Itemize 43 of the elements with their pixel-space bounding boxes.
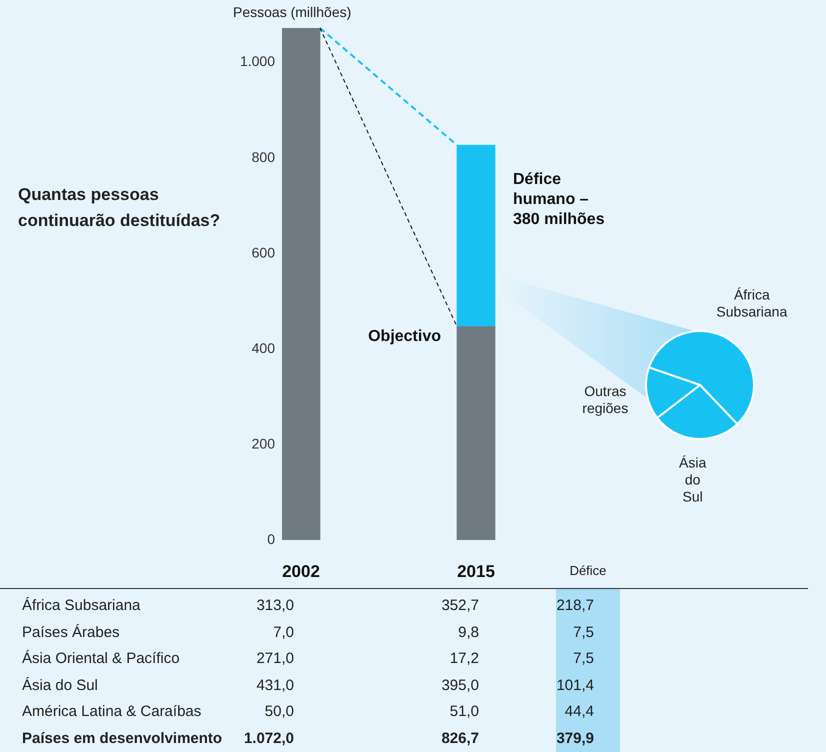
- category-label: Países em desenvolvimento: [22, 728, 222, 748]
- category-label: Países Árabes: [22, 622, 120, 642]
- data-label: 826,7: [441, 728, 479, 748]
- bar: [456, 326, 496, 540]
- data-label: 44,4: [564, 702, 594, 722]
- slice-label: Ásia do Sul: [678, 454, 706, 505]
- data-label: 395,0: [441, 676, 479, 696]
- y-tick-label: 0: [267, 530, 276, 547]
- data-label: 379,9: [556, 728, 594, 748]
- data-label: 51,0: [450, 702, 479, 722]
- data-label: 352,7: [441, 596, 479, 616]
- bar: [282, 28, 320, 540]
- y-tick-label: 800: [252, 148, 276, 165]
- data-label: 218,7: [556, 596, 594, 616]
- y-axis-title: Pessoas (millhões): [233, 4, 352, 20]
- data-label: 7,0: [273, 622, 294, 642]
- annotation: Objectivo: [368, 328, 442, 346]
- data-label: 271,0: [256, 649, 294, 669]
- y-tick-label: 400: [252, 340, 276, 356]
- text: Quantas pessoas continuarão destituídas?: [18, 184, 222, 232]
- x-tick-label: 2002: [282, 562, 320, 581]
- data-label: 7,5: [573, 622, 594, 642]
- data-label: 17,2: [450, 649, 479, 669]
- y-tick-label: 1.000: [240, 53, 276, 70]
- series-label: Défice: [568, 563, 608, 578]
- category-label: Ásia do Sul: [22, 676, 98, 696]
- data-label: 7,5: [573, 649, 594, 669]
- x-tick-label: 2015: [457, 562, 495, 581]
- data-label: 50,0: [264, 702, 294, 722]
- slice-label: Outras regiões: [582, 382, 628, 416]
- category-label: África Subsariana: [22, 596, 140, 616]
- data-label: 313,0: [256, 596, 294, 616]
- data-label: 431,0: [256, 676, 294, 696]
- category-label: Ásia Oriental & Pacífico: [22, 649, 180, 669]
- annotation: Défice humano – 380 milhões: [513, 171, 605, 228]
- y-tick-label: 600: [252, 244, 276, 260]
- slice-label: África Subsariana: [716, 286, 788, 320]
- data-label: 1.072,0: [244, 728, 294, 748]
- category-label: América Latina & Caraíbas: [22, 702, 202, 722]
- y-tick-label: 200: [252, 435, 276, 452]
- data-label: 9,8: [458, 622, 479, 642]
- bar: [456, 144, 496, 327]
- data-label: 101,4: [556, 676, 594, 696]
